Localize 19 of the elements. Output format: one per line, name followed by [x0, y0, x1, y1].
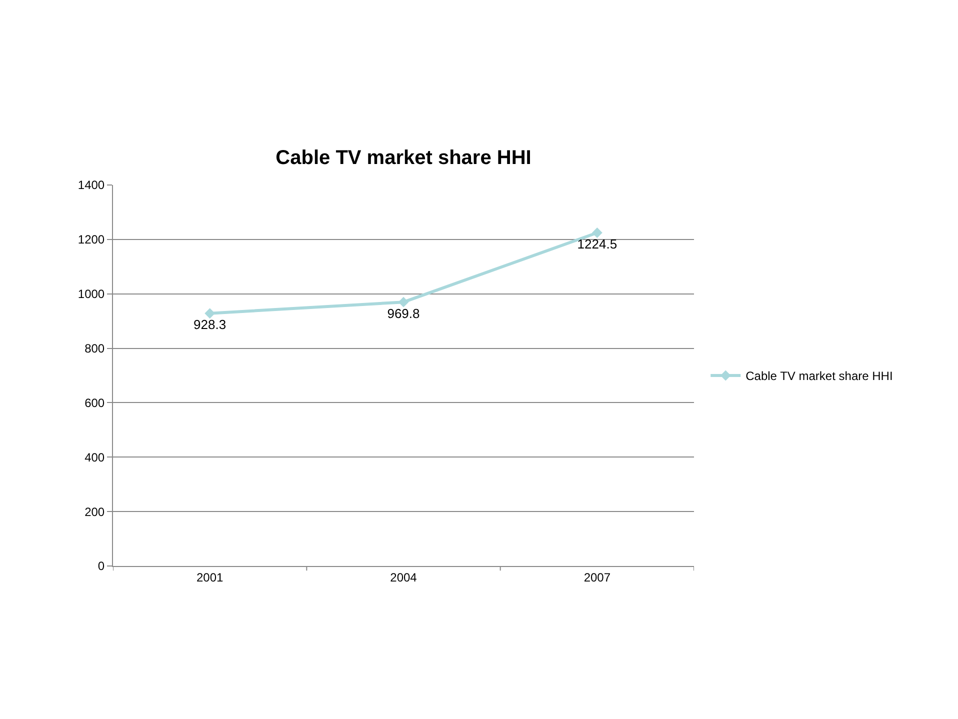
x-tick-label: 2007: [584, 570, 611, 584]
data-label: 969.8: [387, 306, 420, 321]
y-tick-label: 0: [98, 559, 105, 574]
y-tick-label: 1400: [78, 178, 105, 192]
data-label: 928.3: [194, 317, 226, 332]
y-tick-label: 1000: [78, 287, 105, 302]
y-tick-label: 800: [84, 341, 105, 356]
y-tick-label: 200: [84, 504, 105, 519]
y-tick-label: 400: [84, 450, 105, 464]
y-tick-label: 600: [84, 396, 105, 410]
point: [204, 308, 216, 319]
point: [592, 228, 602, 238]
point: [398, 296, 409, 308]
x-tick-label: 2004: [390, 570, 418, 584]
x-tick-label: 2001: [196, 570, 224, 584]
legend-label: Cable TV market share HHI: [746, 369, 893, 384]
chart-title: Cable TV market share HHI: [276, 147, 532, 169]
y-tick-label: 1200: [78, 232, 105, 247]
data-label: 1224.5: [577, 236, 618, 252]
